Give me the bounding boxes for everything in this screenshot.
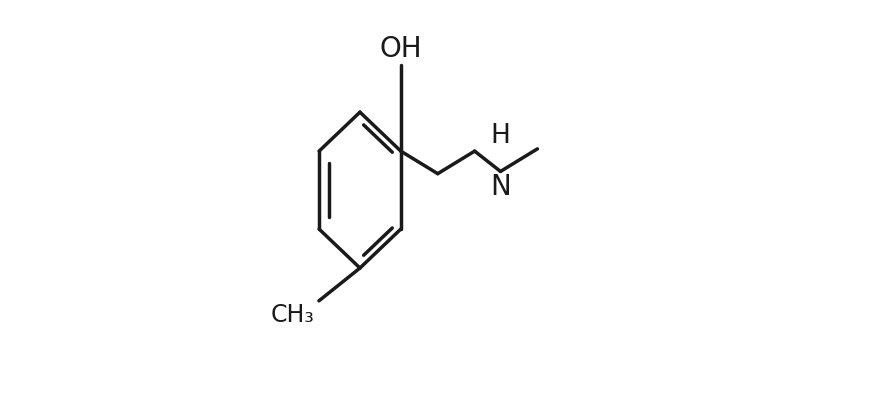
Text: N: N (490, 173, 511, 202)
Text: OH: OH (379, 35, 423, 63)
Text: CH₃: CH₃ (271, 303, 315, 327)
Text: H: H (491, 123, 510, 149)
